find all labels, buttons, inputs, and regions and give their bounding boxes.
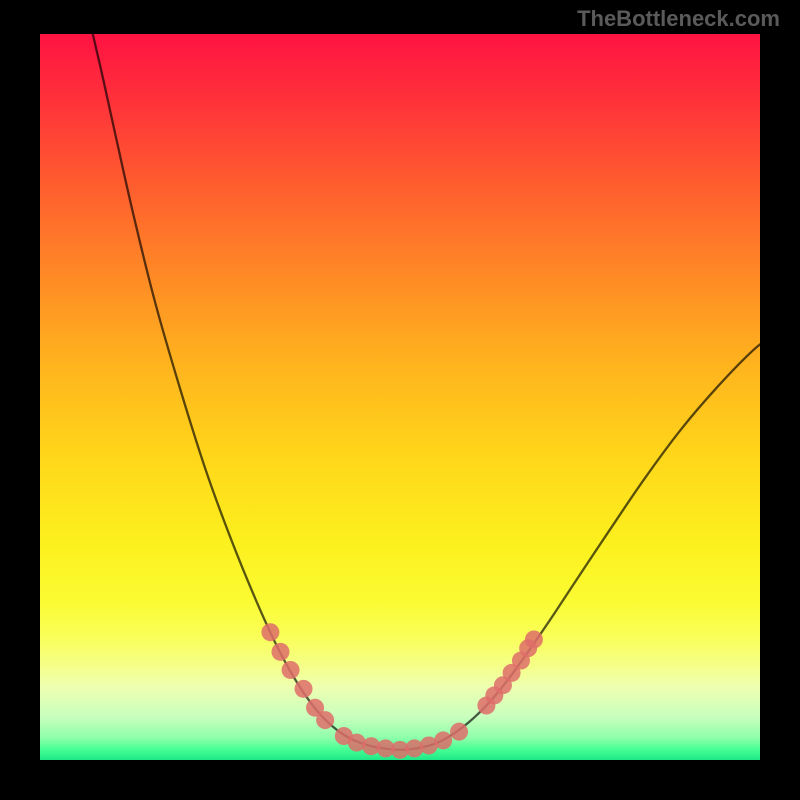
data-marker [282,661,300,679]
data-marker [271,643,289,661]
curve-layer [40,34,760,760]
data-markers [261,623,543,759]
data-marker [316,711,334,729]
data-marker [525,630,543,648]
bottleneck-curve [90,34,760,750]
plot-area [40,34,760,760]
curve-path [90,34,760,750]
data-marker [434,731,452,749]
data-marker [450,723,468,741]
watermark-text: TheBottleneck.com [577,6,780,32]
data-marker [261,623,279,641]
data-marker [295,680,313,698]
figure-container: TheBottleneck.com [0,0,800,800]
